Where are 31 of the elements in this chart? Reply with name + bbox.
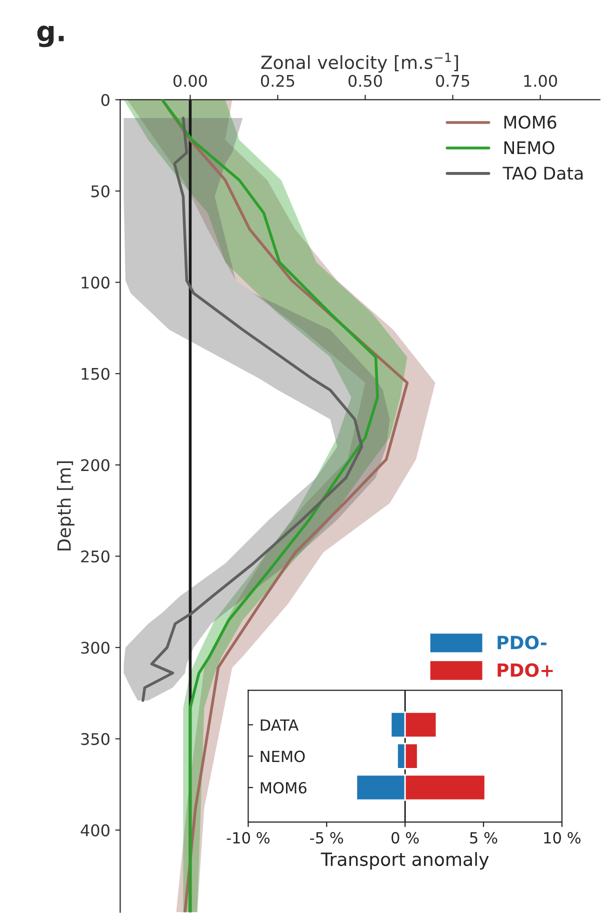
x-tick-label: 0.00: [173, 74, 207, 87]
x-tick-label: 0 %: [392, 832, 419, 844]
y-tick-label: MOM6: [260, 782, 306, 794]
y-tick-label: 400: [80, 824, 110, 836]
chart-title: g.: [37, 26, 64, 48]
y-tick-label: DATA: [260, 719, 299, 731]
legend-label: PDO+: [498, 663, 553, 677]
x-tick-label: -5 %: [310, 832, 344, 844]
y-tick-label: 150: [82, 368, 110, 380]
y-tick-label: 200: [81, 459, 110, 472]
x-axis-title: Transport anomaly: [320, 852, 489, 870]
y-tick-label: 250: [81, 550, 110, 562]
legend-label: NEMO: [504, 141, 554, 154]
y-tick-label: 100: [82, 276, 110, 289]
legend-label: MOM6: [504, 116, 556, 129]
x-tick-label: 1.00: [524, 74, 558, 87]
x-tick-label: 0.25: [261, 74, 294, 87]
x-tick-label: -10 %: [226, 832, 270, 844]
legend-label: PDO-: [498, 636, 546, 650]
y-tick-label: NEMO: [260, 750, 305, 762]
x-tick-label: 0.75: [436, 74, 470, 87]
x-tick-label: 10 %: [544, 832, 580, 844]
legend-label: TAO Data: [502, 166, 583, 180]
y-tick-label: 50: [91, 185, 110, 198]
x-tick-label: 5 %: [470, 832, 498, 844]
x-axis-title: Zonal velocity [m.s$^{−1}$]: [261, 52, 458, 73]
y-axis-title: Depth [m]: [56, 461, 74, 550]
y-tick-label: 350: [81, 733, 110, 746]
y-tick-label: 0: [101, 94, 110, 106]
y-tick-label: 300: [81, 642, 110, 654]
x-tick-label: 0.50: [348, 74, 382, 87]
